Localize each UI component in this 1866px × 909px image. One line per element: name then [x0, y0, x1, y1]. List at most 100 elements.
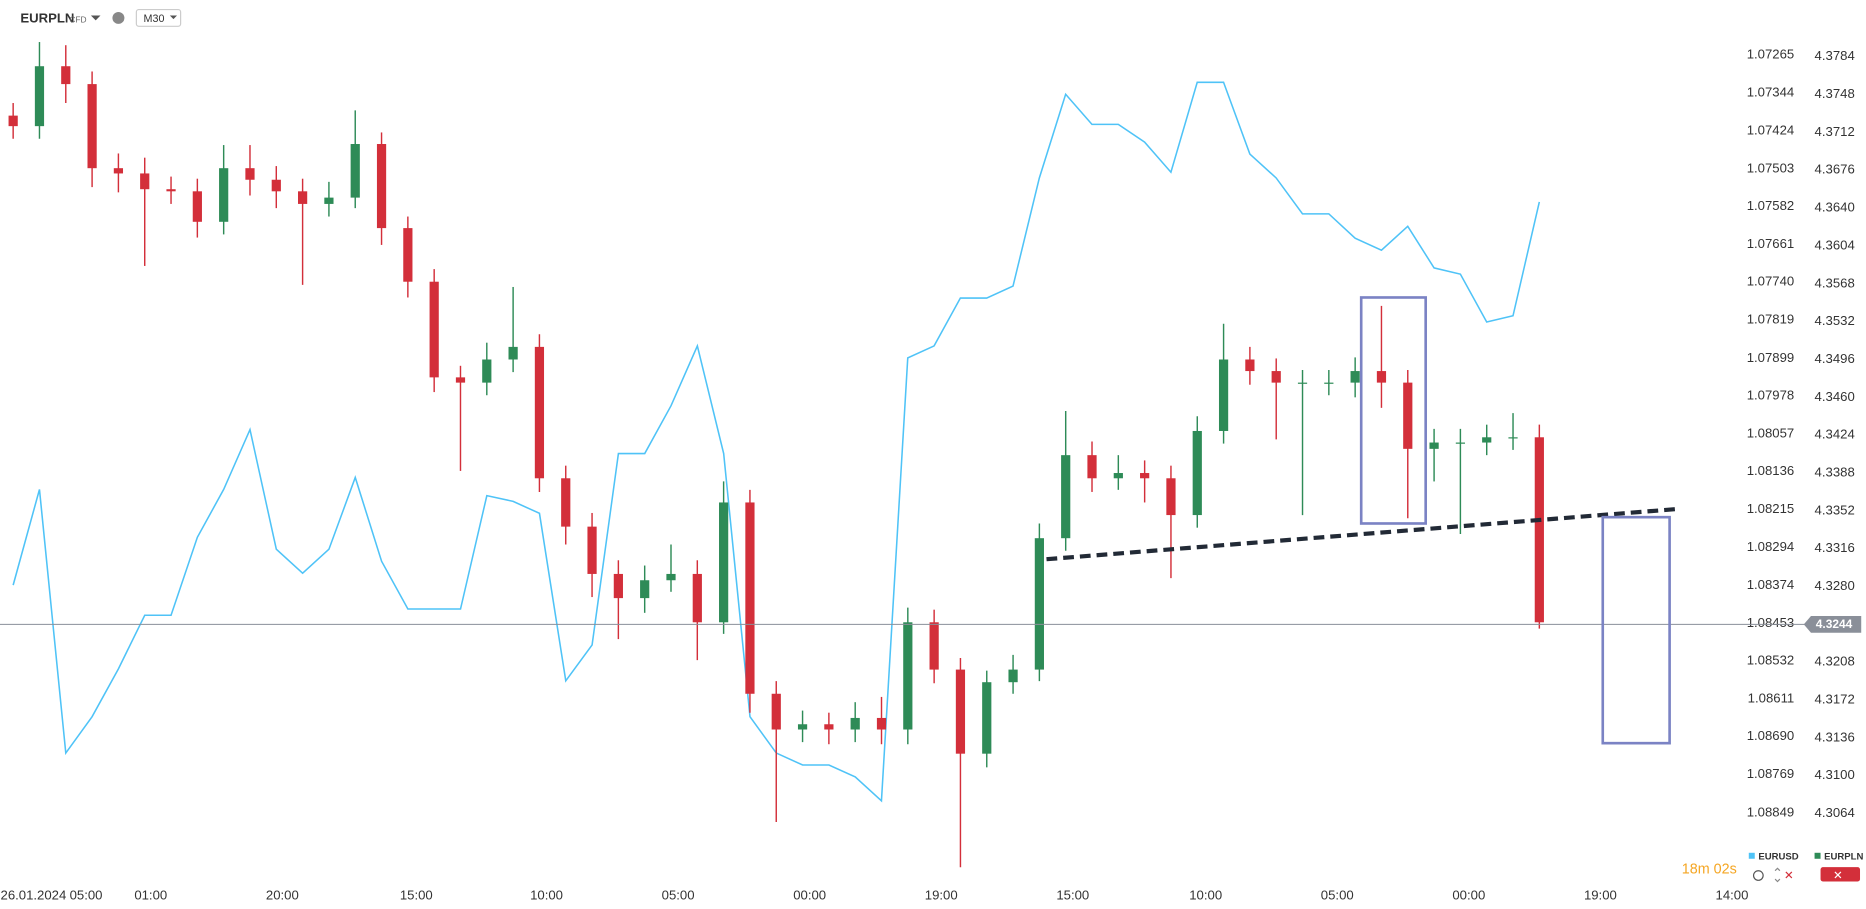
candle-body [1482, 437, 1492, 443]
y-tick-label: 4.3712 [1815, 124, 1855, 139]
symbol-caret[interactable] [90, 15, 101, 21]
candle-body [192, 191, 202, 222]
candle-body [903, 622, 913, 730]
x-tick-label: 19:00 [1584, 887, 1617, 902]
candle-body [298, 191, 308, 204]
candle-body [666, 573, 676, 581]
candle-body [771, 693, 781, 730]
candle-body [955, 669, 966, 754]
y-tick-label: 4.3532 [1815, 313, 1855, 328]
y-tick-label: 4.3172 [1815, 692, 1855, 707]
candle-body [1113, 473, 1123, 479]
y-tick-label: 4.3388 [1815, 464, 1855, 479]
candle-body [1271, 371, 1281, 383]
candle-body [113, 168, 124, 174]
candle-body [1403, 382, 1413, 449]
y2-tick-label: 1.07503 [1747, 160, 1795, 175]
y2-tick-label: 1.08849 [1747, 804, 1795, 819]
timeframe-box[interactable] [135, 8, 182, 27]
y2-tick-label: 1.07582 [1747, 198, 1795, 213]
info-icon[interactable] [112, 11, 125, 24]
visibility-icon[interactable] [1752, 870, 1764, 881]
y2-tick-label: 1.08215 [1747, 501, 1795, 516]
legend-swatch [1748, 852, 1755, 859]
annotation-box [1601, 515, 1671, 745]
x-tick-label: 14:00 [1716, 887, 1749, 902]
move-icon[interactable] [1774, 867, 1781, 883]
candle-body [1245, 359, 1255, 372]
candle-body [561, 478, 571, 527]
candle-body [1297, 382, 1308, 384]
legend-swatch [1814, 852, 1821, 859]
x-tick-label: 15:00 [400, 887, 433, 902]
candle-body [219, 168, 229, 222]
y2-tick-label: 1.08690 [1747, 728, 1795, 743]
timeframe[interactable]: M30 [144, 13, 165, 25]
y2-tick-label: 1.08611 [1748, 690, 1795, 705]
candle-body [692, 573, 702, 623]
candle-body [1508, 437, 1518, 439]
candle-body [797, 724, 808, 730]
y2-tick-label: 1.08136 [1747, 463, 1795, 478]
y-tick-label: 4.3136 [1815, 729, 1855, 744]
candle-body [745, 502, 755, 694]
chart-type-icon[interactable] [1834, 871, 1842, 879]
candle-body [403, 228, 413, 282]
y-tick-label: 4.3460 [1815, 389, 1855, 404]
candle-body [850, 717, 860, 730]
symbol[interactable]: EURPLN [20, 11, 74, 26]
x-tick-label: 10:00 [530, 887, 563, 902]
candle-body [613, 573, 623, 599]
candle-body [376, 144, 387, 229]
y2-tick-label: 1.08294 [1747, 539, 1795, 554]
candle-body [1324, 382, 1334, 384]
last-price-badge [1803, 616, 1862, 633]
candle-body [324, 197, 334, 204]
y-tick-label: 4.3640 [1815, 200, 1855, 215]
candle-body [350, 144, 360, 198]
chart-type-button[interactable] [1820, 867, 1861, 882]
candle-body [1140, 473, 1150, 479]
candle-body [640, 580, 650, 599]
y-tick-label: 4.3352 [1815, 502, 1855, 517]
candle-body [140, 173, 150, 190]
candle-body [34, 66, 45, 127]
y2-tick-label: 1.08057 [1747, 425, 1795, 440]
candle-body [1376, 371, 1387, 383]
y-tick-label: 4.3280 [1815, 578, 1855, 593]
y2-tick-label: 1.08453 [1747, 615, 1795, 630]
y2-tick-label: 1.07899 [1747, 350, 1795, 365]
x-tick-label: 00:00 [793, 887, 826, 902]
footer: 18m 02s [1682, 861, 1861, 883]
candle-body [271, 179, 281, 192]
countdown: 18m 02s [1682, 861, 1737, 877]
y-tick-label: 4.3064 [1815, 805, 1855, 820]
x-tick-label: 00:00 [1452, 887, 1485, 902]
x-tick-label: 10:00 [1189, 887, 1222, 902]
y2-tick-label: 1.07424 [1747, 123, 1795, 138]
y2-tick-label: 1.08532 [1747, 653, 1795, 668]
candle-body [87, 84, 97, 169]
candle-body [429, 281, 439, 378]
x-tick-label: 05:00 [1321, 887, 1354, 902]
candle-body [824, 724, 834, 730]
candle-body [245, 168, 255, 180]
y2-tick-label: 1.07344 [1747, 84, 1795, 99]
candle-body [1166, 478, 1176, 516]
last-price-label: 4.3244 [1816, 617, 1853, 631]
y-tick-label: 4.3496 [1815, 351, 1855, 366]
legend-label: EURPLN [1824, 852, 1863, 863]
remove-icon[interactable] [1785, 871, 1793, 879]
y2-tick-label: 1.07819 [1747, 312, 1795, 327]
candle-body [1350, 371, 1360, 383]
y-tick-label: 4.3748 [1815, 86, 1855, 101]
candle-body [719, 502, 729, 623]
y2-tick-label: 1.07978 [1747, 388, 1795, 403]
candle-body [1455, 442, 1466, 444]
x-tick-label: 05:00 [662, 887, 695, 902]
candle-body [455, 377, 466, 383]
header: EURPLN CFD M30 [20, 8, 182, 27]
timeframe-caret[interactable] [169, 15, 178, 20]
